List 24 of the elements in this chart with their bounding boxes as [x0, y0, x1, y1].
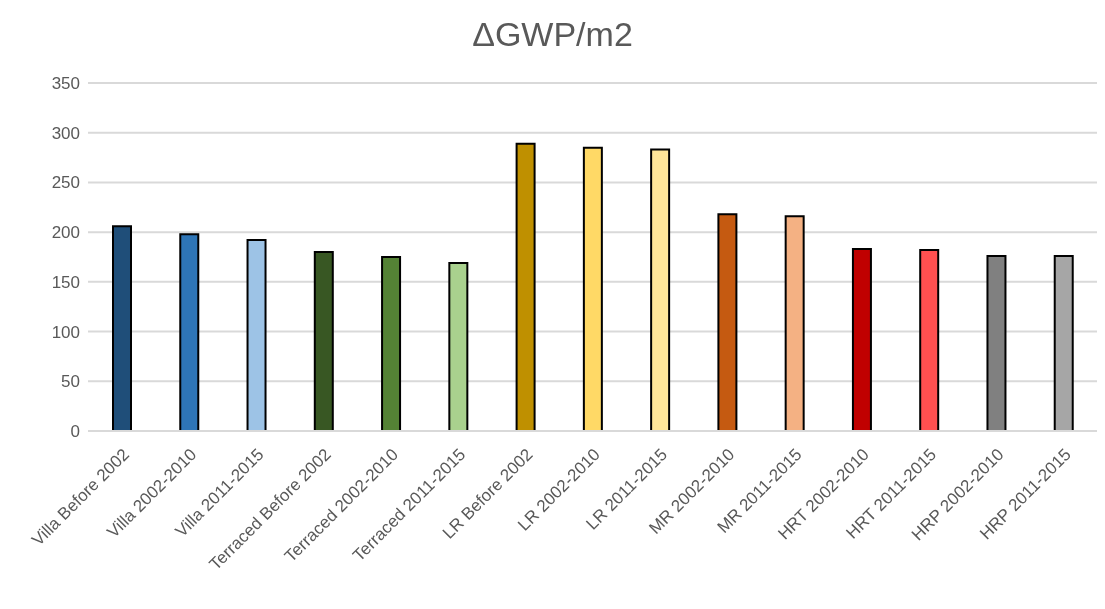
y-tick-label: 50 [61, 372, 80, 392]
bar [112, 225, 132, 431]
bar [650, 148, 671, 431]
bar [246, 239, 267, 431]
chart-title: ΔGWP/m2 [471, 14, 634, 55]
bar [582, 146, 603, 431]
bar [986, 255, 1007, 431]
bar [919, 249, 940, 431]
y-tick-label: 150 [51, 272, 80, 292]
y-tick-label: 350 [51, 74, 80, 94]
bar [784, 215, 805, 431]
bar [381, 256, 402, 431]
y-tick-label: 250 [51, 173, 80, 193]
y-tick-label: 200 [51, 223, 80, 243]
bar [851, 248, 872, 431]
bar [313, 251, 334, 431]
bar [448, 261, 469, 431]
bar [1053, 255, 1074, 431]
y-tick-label: 0 [70, 422, 80, 442]
y-tick-label: 100 [51, 322, 80, 342]
bar [717, 213, 738, 431]
y-tick-label: 300 [51, 123, 80, 143]
bar [515, 142, 536, 431]
bar [179, 233, 200, 431]
